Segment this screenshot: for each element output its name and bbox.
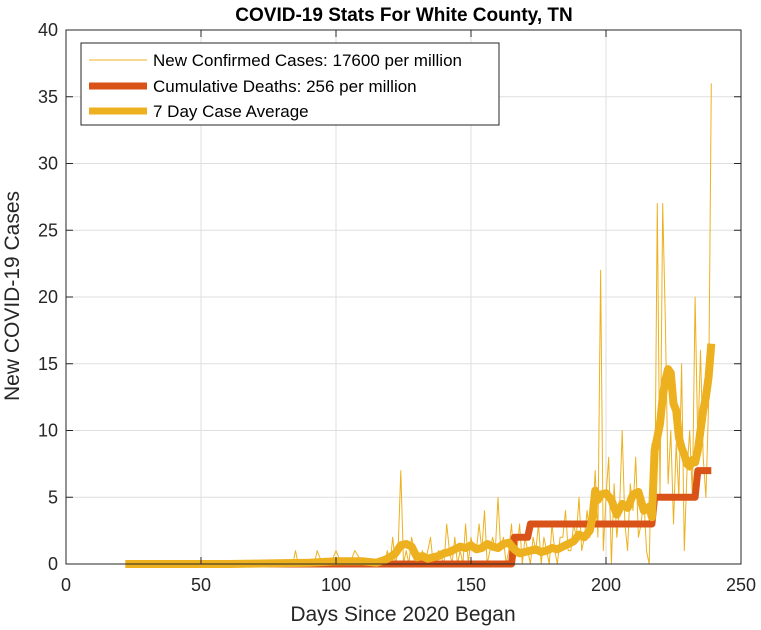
legend-box [80,42,500,126]
y-tick-label: 0 [48,554,58,574]
x-tick-label: 0 [61,575,71,595]
y-tick-label: 20 [38,287,58,307]
legend-label-new-cases: New Confirmed Cases: 17600 per million [153,51,462,70]
y-axis-label: New COVID-19 Cases [1,191,24,401]
legend-label-deaths: Cumulative Deaths: 256 per million [153,77,417,96]
x-tick-label: 250 [726,575,756,595]
x-axis-ticks: 0 50 100 150 200 250 [61,30,756,595]
chart-title: COVID-19 Stats For White County, TN [235,5,572,26]
y-tick-label: 30 [38,154,58,174]
y-tick-label: 35 [38,87,58,107]
y-tick-label: 15 [38,354,58,374]
x-tick-label: 200 [591,575,621,595]
x-tick-label: 50 [191,575,211,595]
y-axis-ticks: 0 5 10 15 20 25 30 35 40 [38,20,741,574]
series-7-day-average [125,343,716,568]
series-new-confirmed-cases [125,83,712,565]
y-tick-label: 40 [38,20,58,40]
legend: New Confirmed Cases: 17600 per million C… [80,42,500,126]
x-tick-label: 150 [456,575,486,595]
y-tick-label: 5 [48,487,58,507]
legend-label-average: 7 Day Case Average [153,102,309,121]
y-tick-label: 25 [38,220,58,240]
plot-series [125,83,716,568]
x-axis-label: Days Since 2020 Began [290,603,515,626]
x-tick-label: 100 [321,575,351,595]
y-tick-label: 10 [38,421,58,441]
